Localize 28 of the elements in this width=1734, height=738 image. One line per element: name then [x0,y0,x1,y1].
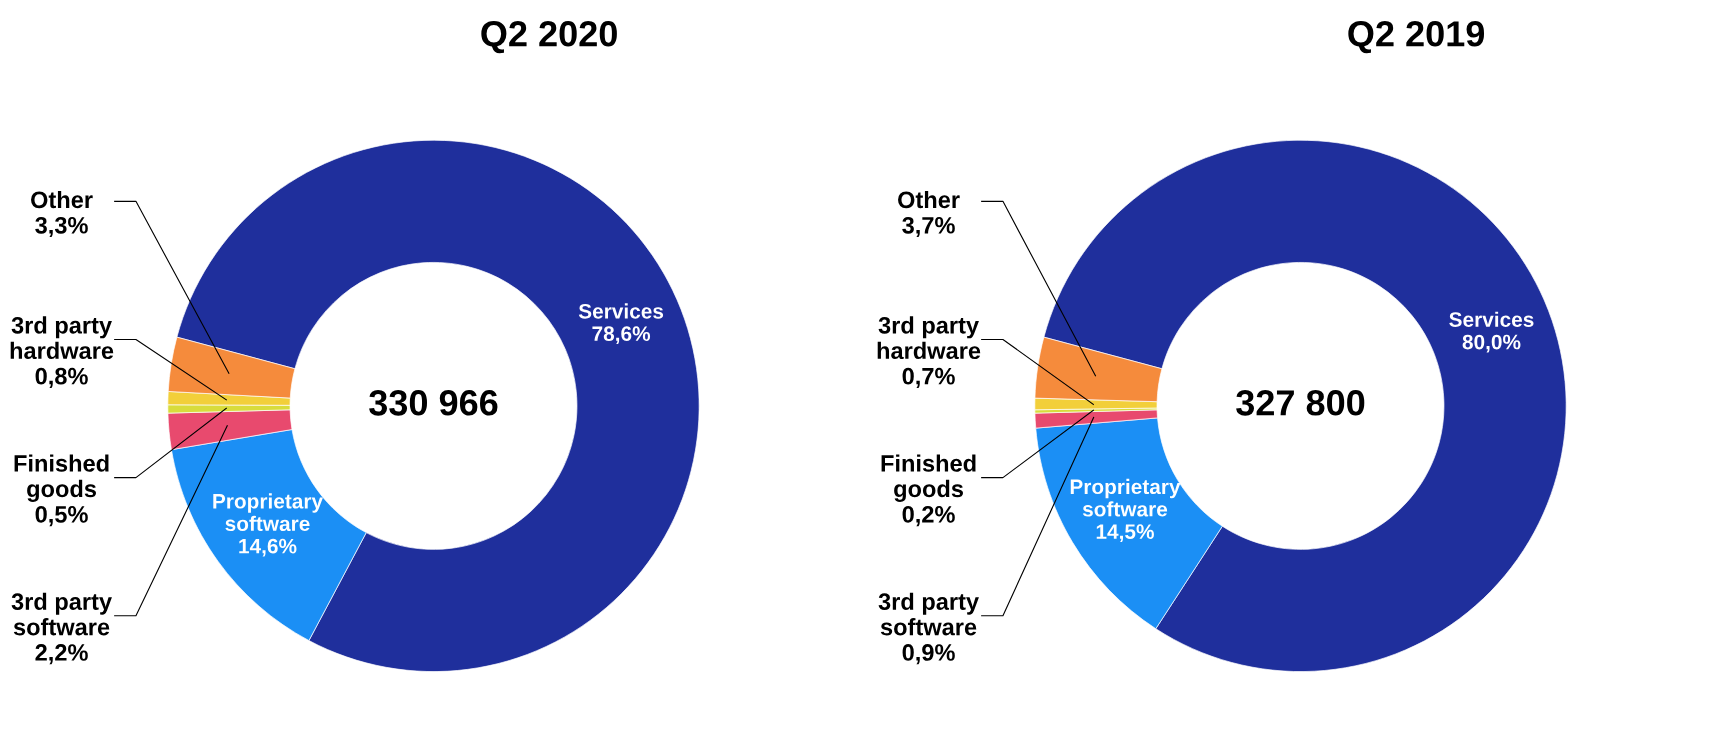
data-label: 0,7% [902,367,955,388]
data-label: 14,6% [239,538,297,557]
text: 330 966 [369,390,498,416]
data-label: 0,2% [902,506,955,527]
data-label: 78,6% [592,326,651,345]
text: 327 800 [1236,390,1365,416]
slice-label: Services [1449,311,1534,327]
slice-label: 3rd party hardware [10,316,114,360]
slice-label: Finished goods [14,454,109,502]
chart-title: Q2 2020 [481,21,617,54]
data-label: 3,3% [35,216,88,238]
data-label: 14,5% [1096,524,1154,543]
chart-title: Q2 2019 [1348,21,1485,54]
data-label: 3,7% [902,216,955,238]
data-label: 80,0% [1462,334,1521,353]
slice-label: Services [578,303,664,319]
slice-label: Finished goods [881,454,976,502]
slice-label: Other [898,190,960,209]
data-label: 0,8% [35,367,88,388]
slice-label: Proprietary software [1070,478,1181,517]
data-label: 2,2% [35,644,88,665]
slice-label: 3rd party software [11,592,112,636]
data-label: 0,9% [902,644,955,665]
data-label: 0,5% [35,506,88,527]
slice-label: Proprietary software [213,493,323,532]
slice-label: 3rd party hardware [877,316,981,360]
slice-label: 3rd party software [878,592,979,636]
slice-label: Other [31,190,93,209]
